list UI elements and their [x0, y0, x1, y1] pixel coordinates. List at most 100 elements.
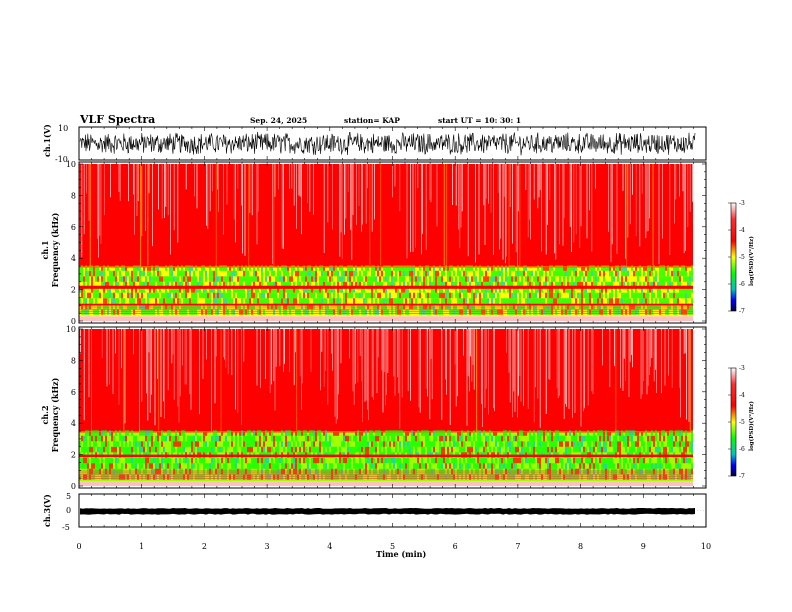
noise-streak	[256, 329, 258, 386]
lower-band-texture	[151, 441, 153, 447]
lower-band-texture	[545, 292, 547, 299]
lower-band-texture	[385, 441, 387, 447]
lower-band-texture	[313, 276, 315, 282]
lower-band-texture	[285, 430, 287, 436]
lower-band-texture	[693, 441, 695, 447]
lower-band-texture	[317, 430, 319, 436]
lower-band-texture	[601, 287, 603, 293]
noise-streak	[583, 329, 584, 412]
lower-band-texture	[131, 298, 133, 304]
lower-band-texture	[353, 463, 355, 469]
lower-band-texture	[379, 446, 381, 453]
noise-streak	[357, 329, 359, 383]
lower-band-texture	[619, 435, 621, 442]
lower-band-texture	[257, 463, 259, 469]
lower-band-texture	[225, 281, 227, 288]
lower-band-texture	[349, 446, 351, 453]
lower-band-texture	[553, 270, 555, 277]
noise-streak	[189, 329, 191, 394]
lower-band-texture	[133, 276, 135, 282]
lower-band-texture	[413, 303, 415, 310]
lower-band-texture	[407, 446, 409, 453]
lower-band-texture	[225, 446, 227, 453]
lower-band-texture	[575, 298, 577, 304]
lower-band-texture	[449, 441, 451, 447]
noise-streak	[470, 329, 471, 357]
lower-band-texture	[101, 276, 103, 282]
noise-streak	[556, 329, 558, 389]
lower-band-texture	[599, 292, 601, 299]
lower-band-texture	[691, 430, 693, 436]
noise-streak	[616, 164, 618, 254]
lower-band-texture	[217, 298, 219, 304]
lower-band-texture	[223, 463, 225, 469]
lower-band-texture	[349, 276, 351, 282]
lower-band-texture	[185, 457, 187, 464]
lower-band-texture	[367, 441, 369, 447]
lower-band-texture	[313, 441, 315, 447]
noise-streak	[569, 164, 571, 227]
lower-band-texture	[499, 463, 501, 469]
noise-streak	[449, 329, 451, 425]
noise-streak	[355, 329, 356, 384]
noise-streak	[472, 329, 474, 365]
lower-band-texture	[485, 435, 487, 442]
lower-band-texture	[395, 441, 397, 447]
lower-band-texture	[593, 276, 595, 282]
lower-band-texture	[539, 292, 541, 299]
lower-band-texture	[89, 430, 91, 436]
lower-band-texture	[601, 446, 603, 453]
lower-band-texture	[309, 292, 311, 299]
lower-band-texture	[363, 435, 365, 442]
lower-band-texture	[349, 265, 351, 271]
lower-band-texture	[473, 276, 475, 282]
lower-band-texture	[219, 292, 221, 299]
lower-band-texture	[421, 441, 423, 447]
lower-band-texture	[187, 435, 189, 442]
lower-band-texture	[513, 292, 515, 299]
lower-band-texture	[623, 441, 625, 447]
lower-band-texture	[617, 430, 619, 436]
lower-band-texture	[219, 281, 221, 288]
lower-band-texture	[455, 303, 457, 310]
lower-band-texture	[173, 287, 175, 293]
lower-band-texture	[483, 303, 485, 310]
lower-band-texture	[211, 270, 213, 277]
lower-band-texture	[445, 265, 447, 271]
lower-band-texture	[557, 303, 559, 310]
lower-band-texture	[613, 303, 615, 310]
lower-band-texture	[681, 457, 683, 464]
lower-band-texture	[261, 463, 263, 469]
lower-band-texture	[235, 430, 237, 436]
lower-band-texture	[185, 298, 187, 304]
lower-band-texture	[247, 270, 249, 277]
lower-band-texture	[519, 292, 521, 299]
colorbar-tick-label: -6	[739, 446, 745, 453]
lower-band-texture	[373, 276, 375, 282]
lower-band-texture	[89, 265, 91, 271]
lower-band-texture	[669, 463, 671, 469]
lower-band-texture	[145, 457, 147, 464]
lower-band-texture	[93, 441, 95, 447]
lower-band-texture	[155, 303, 157, 310]
lower-band-texture	[331, 446, 333, 453]
lower-band-texture	[107, 292, 109, 299]
noise-streak	[224, 329, 225, 360]
lower-band-texture	[383, 298, 385, 304]
lower-band-texture	[111, 281, 113, 288]
lower-band-texture	[681, 430, 683, 436]
lower-band-texture	[87, 303, 89, 310]
lower-band-texture	[555, 468, 557, 475]
lower-band-texture	[243, 435, 245, 442]
lower-band-texture	[453, 457, 455, 464]
lower-band-texture	[465, 276, 467, 282]
lower-band-texture	[277, 287, 279, 293]
lower-band-texture	[481, 441, 483, 447]
lower-band-texture	[531, 435, 533, 442]
lower-band-texture	[579, 446, 581, 453]
lower-band-texture	[453, 441, 455, 447]
lower-band-texture	[551, 435, 553, 442]
lower-band-texture	[649, 270, 651, 277]
lower-band-texture	[491, 287, 493, 293]
lower-band-texture	[247, 276, 249, 282]
